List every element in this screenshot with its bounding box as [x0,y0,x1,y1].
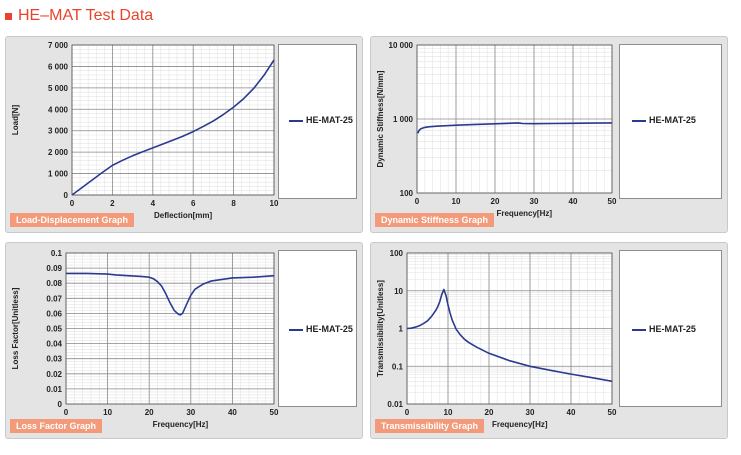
y-tick-label: 0.02 [46,370,62,379]
y-tick-label: 10 000 [389,41,414,50]
y-tick-label: 0.1 [51,249,63,258]
chart-tag: Load-Displacement Graph [10,213,135,227]
y-axis-label: Dynamic Stiffness[N/mm] [376,70,385,167]
y-axis-label: Loss Factor[Unitless] [11,287,20,369]
legend-swatch [289,329,303,331]
legend: HE-MAT-25 [619,44,722,199]
x-tick-label: 0 [405,408,410,417]
loss-factor-panel: 0 10 20 30 40 50 0 0.01 0.02 0.03 0.04 0.05 0.06 0.07… [5,242,363,439]
x-tick-label: 10 [444,408,453,417]
x-tick-label: 20 [485,408,494,417]
y-tick-label: 0 [64,191,69,200]
plot-border [416,44,613,194]
load-displacement-panel: 0 2 4 6 8 10 0 1 000 2 000 3 000 4 000 5 000 6 000 7 … [5,36,363,233]
y-tick-label: 0.05 [46,325,62,334]
x-tick-label: 0 [64,408,69,417]
legend: HE-MAT-25 [278,250,357,407]
x-tick-label: 40 [567,408,576,417]
legend-swatch [632,329,646,331]
plot-border [65,252,275,405]
x-tick-label: 10 [452,197,461,206]
x-tick-label: 6 [191,199,196,208]
x-tick-label: 0 [415,197,420,206]
x-tick-label: 2 [110,199,115,208]
y-tick-label: 0.06 [46,309,62,318]
page-title-text: HE–MAT Test Data [18,7,154,24]
series-line [66,272,275,316]
x-tick-label: 40 [569,197,578,206]
y-tick-label: 0.04 [46,340,62,349]
legend-label: HE-MAT-25 [306,324,353,334]
y-tick-label: 0.1 [392,362,404,371]
legend: HE-MAT-25 [278,44,357,199]
legend-swatch [632,120,646,122]
transmissibility-chart: 0 10 20 30 40 50 0.01 0.1 1 10 100 Frequency[Hz] Tra… [376,249,617,429]
load-displacement-chart: 0 2 4 6 8 10 0 1 000 2 000 3 000 4 000 5 000 6 000 7 … [11,41,279,220]
x-axis-label: Frequency[Hz] [153,420,209,429]
x-axis-label: Frequency[Hz] [492,420,548,429]
y-tick-label: 3 000 [48,127,69,136]
x-axis-label: Frequency[Hz] [496,209,552,218]
y-tick-label: 5 000 [48,84,69,93]
y-tick-label: 0.03 [46,355,62,364]
chart-tag: Transmissibility Graph [375,419,485,433]
x-tick-label: 50 [270,408,279,417]
y-tick-label: 4 000 [48,105,69,114]
legend-label: HE-MAT-25 [306,115,353,125]
x-tick-label: 10 [103,408,112,417]
x-axis-label: Deflection[mm] [154,211,213,220]
legend-swatch [289,120,303,122]
x-tick-label: 50 [608,408,617,417]
y-tick-label: 1 000 [393,115,414,124]
x-tick-label: 4 [151,199,156,208]
x-tick-label: 30 [526,408,535,417]
title-marker-icon [5,12,12,20]
y-tick-label: 1 000 [48,170,69,179]
x-tick-label: 10 [270,199,279,208]
x-tick-label: 30 [186,408,195,417]
y-tick-label: 0.01 [46,385,62,394]
y-tick-label: 0.07 [46,294,62,303]
page-title: HE–MAT Test Data [5,4,153,28]
plot-border [71,44,275,196]
y-tick-label: 100 [390,249,404,258]
legend: HE-MAT-25 [619,250,722,407]
legend-label: HE-MAT-25 [649,115,696,125]
chart-tag: Dynamic Stiffness Graph [375,213,495,227]
series-line [71,59,275,196]
y-tick-label: 0.09 [46,264,62,273]
loss-factor-chart: 0 10 20 30 40 50 0 0.01 0.02 0.03 0.04 0.05 0.06 0.07… [11,249,279,429]
y-tick-label: 6 000 [48,62,69,71]
y-tick-label: 2 000 [48,148,69,157]
x-tick-label: 20 [491,197,500,206]
y-tick-label: 0.01 [387,400,403,409]
dynamic-stiffness-chart: 0 10 20 30 40 50 100 1 000 10 000 Frequency[Hz] Dy… [376,41,617,218]
series-line [406,288,613,383]
dynamic-stiffness-panel: 0 10 20 30 40 50 100 1 000 10 000 Frequency[Hz] Dy… [370,36,728,233]
y-tick-label: 0.08 [46,279,62,288]
y-tick-label: 1 [399,325,404,334]
y-tick-label: 10 [394,287,403,296]
chart-tag: Loss Factor Graph [10,419,103,433]
y-axis-label: Load[N] [11,105,20,136]
transmissibility-panel: 0 10 20 30 40 50 0.01 0.1 1 10 100 Frequency[Hz] Tra… [370,242,728,439]
x-tick-label: 8 [231,199,236,208]
y-tick-label: 0 [58,400,63,409]
y-tick-label: 7 000 [48,41,69,50]
x-tick-label: 0 [70,199,75,208]
x-tick-label: 20 [145,408,154,417]
series-line [417,122,613,134]
legend-label: HE-MAT-25 [649,324,696,334]
x-tick-label: 50 [608,197,617,206]
y-tick-label: 100 [400,189,414,198]
x-tick-label: 40 [228,408,237,417]
y-axis-label: Transmissibility[Unitless] [376,280,385,377]
x-tick-label: 30 [530,197,539,206]
